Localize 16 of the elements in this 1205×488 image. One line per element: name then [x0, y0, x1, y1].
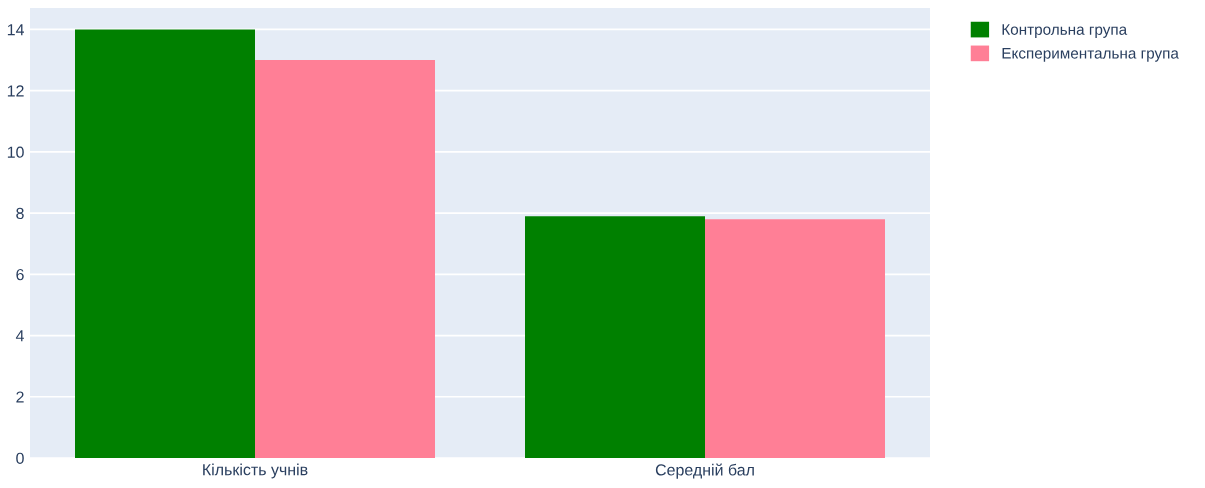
y-tick-label: 6: [16, 268, 24, 281]
x-tick-label: Середній бал: [655, 463, 754, 479]
legend-label: Експериментальна група: [1002, 48, 1179, 62]
bar: [255, 60, 435, 458]
y-tick-label: 10: [7, 146, 24, 158]
y-tick-label: 4: [15, 330, 24, 342]
bar: [525, 216, 705, 458]
legend-label: Контрольна група: [1002, 24, 1128, 38]
y-tick-label: 8: [16, 207, 24, 220]
y-tick-label: 12: [7, 85, 24, 97]
y-tick-label: 2: [16, 391, 24, 403]
y-tick-label: 0: [16, 452, 24, 464]
x-tick-label: Кількість учнів: [203, 463, 308, 479]
bar: [75, 29, 255, 458]
y-tick-label: 14: [7, 24, 24, 36]
bar: [705, 219, 885, 458]
